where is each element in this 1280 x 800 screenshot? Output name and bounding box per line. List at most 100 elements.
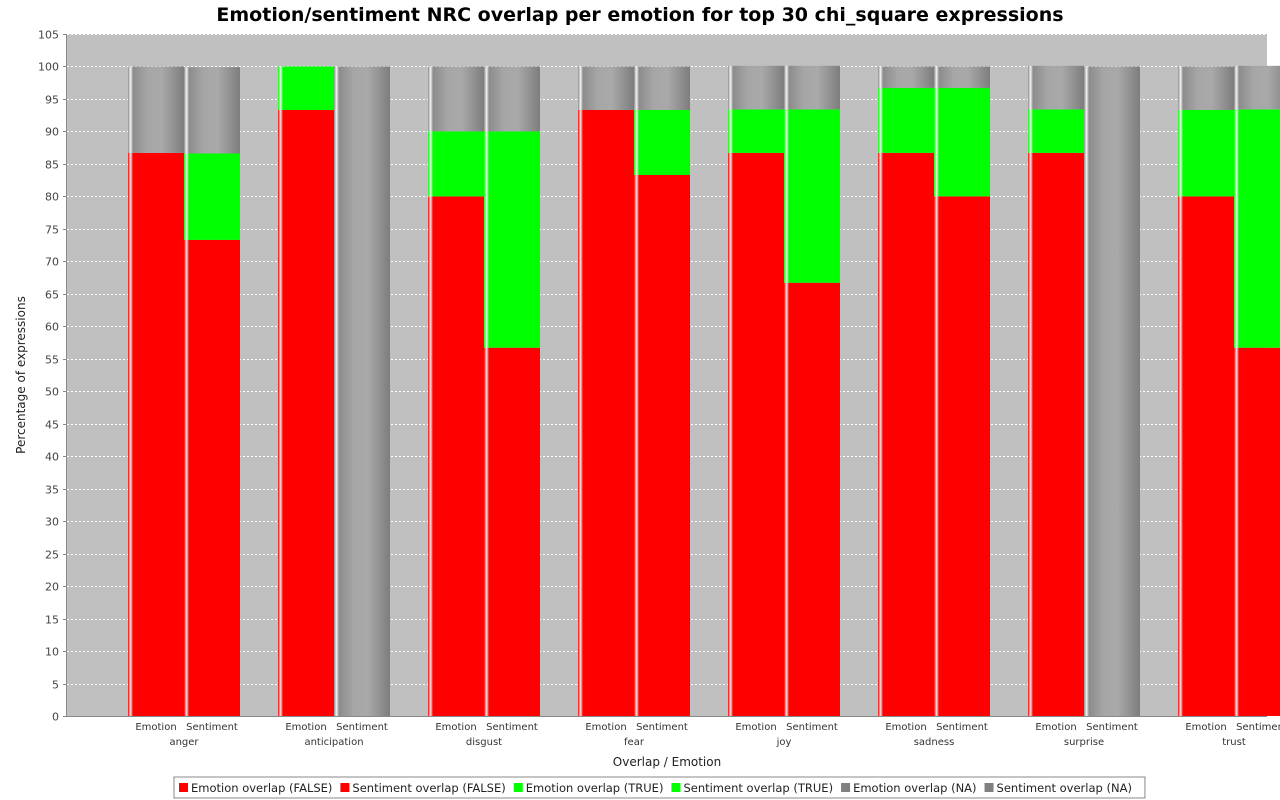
bar-segment [1178, 109, 1234, 197]
x-category-label: surprise [1064, 737, 1104, 748]
x-category-label: anticipation [304, 737, 363, 748]
y-tick-label: 10 [45, 646, 59, 659]
bar-segment [1028, 152, 1084, 716]
bar-segment [728, 65, 784, 110]
legend-swatch [841, 783, 851, 792]
x-subcategory-label: Sentiment [336, 722, 388, 733]
y-tick-label: 75 [45, 224, 59, 237]
bar-segment [634, 66, 690, 110]
y-tick-label: 35 [45, 484, 59, 497]
legend-swatch [984, 783, 994, 792]
bar-segment [878, 152, 934, 716]
legend-swatch [340, 783, 350, 792]
x-subcategory-label: Emotion [285, 722, 326, 733]
x-category-label: trust [1222, 737, 1246, 748]
y-axis-label: Percentage of expressions [14, 296, 28, 454]
legend-item: Emotion overlap (FALSE) [191, 781, 332, 795]
bar-segment [184, 67, 240, 154]
bar-segment [1028, 109, 1084, 153]
x-subcategory-label: Emotion [1185, 722, 1226, 733]
legend-frame [173, 776, 1146, 799]
bar-segment [784, 109, 840, 283]
y-tick-label: 85 [45, 159, 59, 172]
y-tick-label: 90 [45, 126, 59, 139]
bar-segment [1234, 65, 1280, 110]
y-axis: 0 5 10 15 20 25 30 35 40 45 50 55 60 65 70 75 80 85 90 95 10… [38, 29, 67, 724]
x-category-label: sadness [914, 737, 955, 748]
bar-segment [1028, 65, 1084, 110]
bar-segment [578, 66, 634, 110]
bar-segment [1084, 66, 1140, 716]
bar-segment [484, 347, 540, 716]
bar-segment [878, 66, 934, 88]
bar-segment [484, 131, 540, 348]
legend-swatch [513, 783, 523, 792]
bar-segment [878, 87, 934, 153]
x-subcategory-label: Emotion [585, 722, 626, 733]
x-category-label: fear [624, 737, 645, 748]
bar-segment [634, 174, 690, 717]
bar-segment [484, 66, 540, 132]
x-category-label: joy [776, 737, 792, 748]
bar-segment [128, 152, 184, 716]
bar-segment [428, 66, 484, 132]
y-tick-label: 30 [45, 516, 59, 529]
x-axis: Emotion Sentiment anger Emotion Sentiment ant… [135, 722, 1280, 748]
bar-segment [934, 87, 990, 197]
bar-segment [184, 153, 240, 240]
bar-segment [784, 282, 840, 716]
legend-swatch [671, 783, 681, 792]
chart-title: Emotion/sentiment NRC overlap per emotio… [216, 4, 1063, 26]
bar-segment [278, 66, 334, 110]
x-category-label: anger [169, 737, 199, 748]
y-tick-label: 80 [45, 191, 59, 204]
legend-swatch [179, 783, 188, 792]
y-tick-label: 100 [38, 61, 59, 74]
bar-segment [728, 152, 784, 716]
bar-segment [1178, 66, 1234, 110]
x-subcategory-label: Emotion [135, 722, 176, 733]
x-category-label: disgust [466, 737, 502, 748]
y-tick-label: 0 [52, 711, 59, 724]
bar-segment [428, 196, 484, 716]
bar-segment [428, 131, 484, 197]
y-tick-label: 45 [45, 419, 59, 432]
x-subcategory-label: Sentiment [936, 722, 988, 733]
bar-segment [1234, 109, 1280, 348]
x-axis-label: Overlap / Emotion [613, 755, 721, 769]
legend: Emotion overlap (FALSE) Sentiment overlap… [173, 776, 1146, 799]
legend-item: Sentiment overlap (NA) [997, 781, 1132, 795]
y-tick-label: 40 [45, 451, 59, 464]
legend-item: Sentiment overlap (TRUE) [683, 781, 833, 795]
bar-segment [1178, 196, 1234, 716]
y-tick-label: 70 [45, 256, 59, 269]
x-subcategory-label: Emotion [435, 722, 476, 733]
y-tick-label: 65 [45, 289, 59, 302]
legend-item: Emotion overlap (TRUE) [526, 781, 664, 795]
x-subcategory-label: Sentiment [1236, 722, 1280, 733]
y-tick-label: 25 [45, 549, 59, 562]
x-subcategory-label: Sentiment [786, 722, 838, 733]
y-tick-label: 5 [52, 679, 59, 692]
y-tick-label: 95 [45, 94, 59, 107]
y-tick-label: 105 [38, 29, 59, 42]
bar-segment [278, 109, 334, 717]
x-subcategory-label: Emotion [1035, 722, 1076, 733]
x-subcategory-label: Emotion [735, 722, 776, 733]
legend-item: Sentiment overlap (FALSE) [352, 781, 505, 795]
bar-segment [784, 65, 840, 110]
y-tick-label: 60 [45, 321, 59, 334]
y-tick-label: 20 [45, 581, 59, 594]
bar-segment [184, 239, 240, 716]
bar-segment [128, 66, 184, 153]
x-subcategory-label: Sentiment [636, 722, 688, 733]
bar-segment [934, 66, 990, 88]
bar-segment [634, 109, 690, 175]
bar-segment [578, 109, 634, 717]
bars [128, 65, 1280, 717]
x-subcategory-label: Sentiment [186, 722, 238, 733]
bar-segment [728, 109, 784, 153]
bar-segment [334, 66, 390, 716]
legend-item: Emotion overlap (NA) [853, 781, 976, 795]
x-subcategory-label: Emotion [885, 722, 926, 733]
